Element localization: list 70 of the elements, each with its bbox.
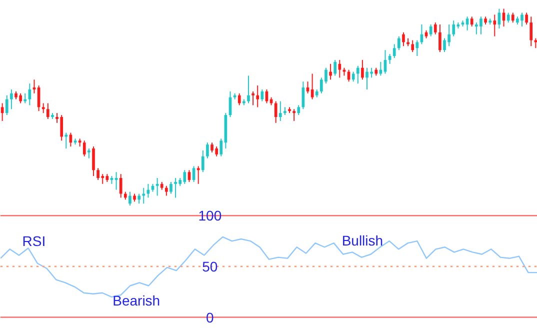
candlestick xyxy=(392,44,396,58)
candlestick xyxy=(82,140,86,157)
candlestick xyxy=(329,63,332,80)
candlestick xyxy=(361,59,364,80)
candlestick xyxy=(388,54,392,64)
candlestick xyxy=(530,16,533,47)
candlestick xyxy=(24,92,27,104)
candlestick xyxy=(192,166,196,182)
candlestick xyxy=(292,108,296,122)
candlestick xyxy=(274,100,278,124)
candlestick xyxy=(525,12,528,26)
candlestick xyxy=(206,142,209,159)
candlestick xyxy=(452,20,456,37)
candlestick xyxy=(188,170,191,182)
candlestick xyxy=(88,148,90,159)
candlestick xyxy=(256,85,260,108)
candlestick xyxy=(260,88,264,102)
candlestick xyxy=(278,100,282,122)
candlestick xyxy=(352,71,355,82)
candlestick xyxy=(498,8,501,29)
candlestick xyxy=(502,8,506,27)
candlestick xyxy=(297,104,300,116)
series-label: RSI xyxy=(22,233,46,250)
candlestick xyxy=(0,102,4,122)
candlestick xyxy=(119,174,122,198)
candlestick xyxy=(265,88,268,104)
y-tick-label: 50 xyxy=(202,258,218,274)
candlestick xyxy=(156,178,159,196)
candlestick xyxy=(5,94,8,116)
candlestick xyxy=(64,132,68,149)
candlestick xyxy=(306,81,310,94)
annotation: Bullish xyxy=(342,232,384,248)
candlestick xyxy=(183,170,186,184)
annotation: Bearish xyxy=(112,292,160,308)
candlestick xyxy=(138,193,140,204)
candlestick xyxy=(347,69,350,82)
candlestick xyxy=(466,16,469,31)
candlestick xyxy=(170,181,172,194)
candlestick xyxy=(92,146,95,177)
candlestick xyxy=(511,12,514,24)
candlestick xyxy=(252,90,254,106)
candlestick xyxy=(247,75,250,104)
candlestick xyxy=(493,14,496,37)
candlestick xyxy=(114,172,118,190)
candlestick xyxy=(334,59,337,76)
candlestick xyxy=(196,166,200,184)
candlestick xyxy=(356,65,360,84)
candlestick xyxy=(42,102,45,114)
candlestick xyxy=(411,40,414,53)
candlestick xyxy=(32,79,36,94)
candlestick xyxy=(438,24,442,53)
candlestick xyxy=(434,22,437,35)
candlestick xyxy=(69,132,72,148)
candlestick xyxy=(506,12,510,24)
candlestick xyxy=(220,138,223,157)
candlestick xyxy=(402,32,405,47)
candlestick xyxy=(398,36,400,51)
candlestick xyxy=(338,59,342,78)
candlestick xyxy=(416,40,419,56)
candlestick xyxy=(165,185,168,196)
candlestick xyxy=(201,150,204,173)
candlestick xyxy=(128,191,132,206)
candlestick xyxy=(238,92,241,106)
candlestick xyxy=(28,83,32,106)
candlestick xyxy=(10,88,13,110)
candlestick xyxy=(310,73,314,100)
candlestick xyxy=(46,102,50,120)
candlestick xyxy=(470,16,474,27)
candlestick xyxy=(142,187,146,204)
candlestick xyxy=(429,24,432,37)
